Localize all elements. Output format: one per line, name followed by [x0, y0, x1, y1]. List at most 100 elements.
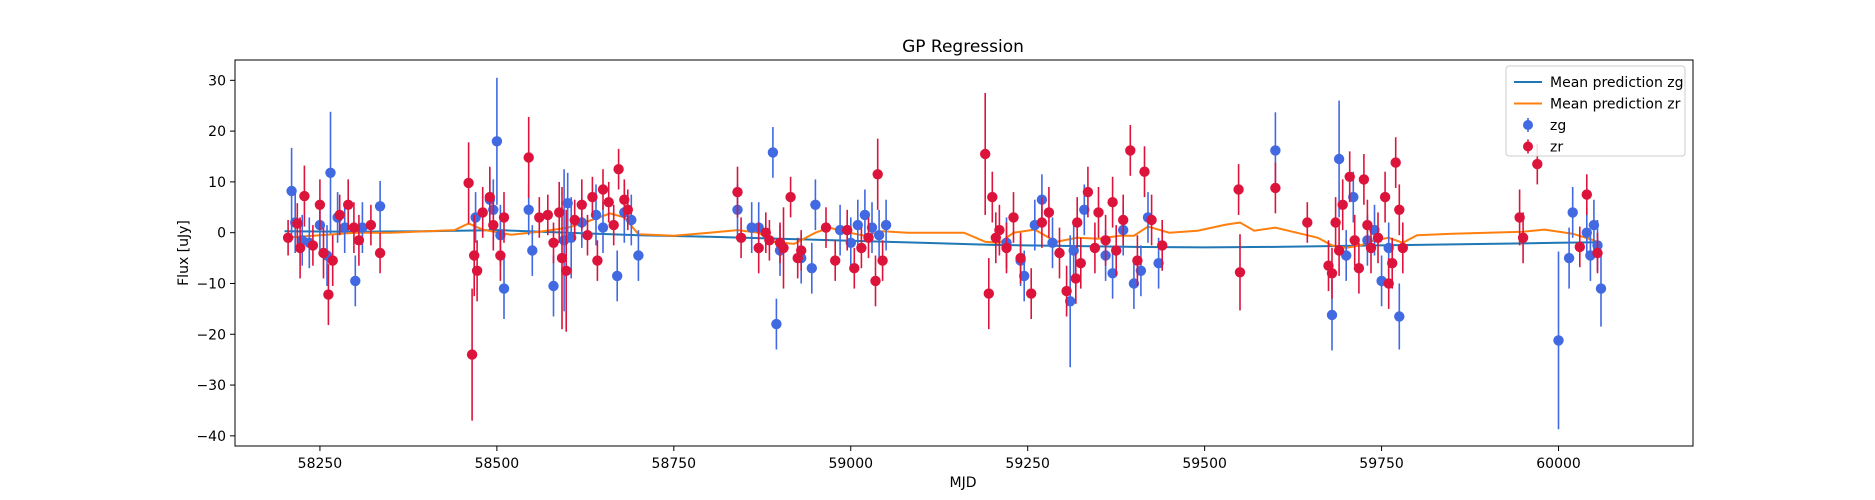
data-point-zg — [771, 298, 782, 350]
point-marker — [866, 222, 878, 233]
point-marker — [1362, 219, 1373, 231]
data-point-zg — [852, 199, 863, 251]
data-point-zr — [294, 217, 306, 279]
x-tick-label: 59750 — [1359, 456, 1404, 472]
data-point-zg — [1065, 235, 1076, 368]
point-marker — [576, 199, 587, 210]
point-marker — [562, 198, 573, 209]
data-point-zg — [845, 217, 856, 269]
data-point-zr — [842, 209, 853, 251]
legend-entry-zg: zg — [1523, 118, 1566, 134]
data-point-zr — [820, 207, 832, 248]
point-marker — [463, 177, 474, 189]
point-marker — [466, 349, 478, 360]
y-tick-label: 10 — [208, 175, 226, 191]
data-point-zg — [806, 242, 817, 294]
data-points — [282, 77, 1607, 430]
y-tick-label: 20 — [208, 124, 226, 140]
point-marker — [856, 242, 867, 254]
data-point-zr — [1157, 220, 1168, 271]
data-point-zr — [732, 166, 743, 218]
point-marker — [477, 207, 488, 218]
point-marker — [1132, 255, 1143, 266]
data-point-zr — [778, 207, 789, 289]
data-point-zg — [491, 77, 503, 205]
point-marker — [1135, 265, 1147, 276]
data-point-zr — [830, 240, 841, 281]
data-point-zr — [1365, 222, 1377, 274]
point-marker — [619, 194, 630, 205]
point-marker — [1107, 197, 1118, 208]
point-marker — [556, 252, 568, 264]
data-point-zr — [1118, 194, 1129, 246]
data-point-zg — [350, 255, 361, 307]
data-point-zr — [1270, 162, 1281, 214]
data-point-zr — [556, 187, 568, 330]
point-marker — [1018, 270, 1030, 282]
point-marker — [542, 209, 553, 221]
data-point-zr — [282, 220, 294, 256]
data-point-zg — [767, 127, 779, 178]
data-point-zr — [1132, 235, 1143, 286]
data-point-zr — [613, 148, 624, 190]
data-point-zr — [987, 171, 998, 223]
point-marker — [323, 289, 334, 300]
legend-label: zg — [1550, 118, 1566, 134]
point-marker — [590, 209, 602, 221]
data-point-zr — [307, 225, 319, 266]
y-tick-label: −20 — [196, 327, 226, 343]
data-point-zg — [1047, 217, 1058, 269]
legend-entry-mean_zr: Mean prediction zr — [1514, 97, 1681, 113]
point-marker — [608, 219, 619, 231]
point-marker — [534, 212, 545, 223]
data-point-zr — [1111, 225, 1122, 276]
point-marker — [1075, 258, 1087, 269]
point-marker — [348, 222, 360, 233]
data-point-zr — [488, 199, 499, 251]
data-point-zr — [523, 116, 534, 199]
point-marker — [1390, 157, 1401, 168]
data-point-zr — [569, 199, 580, 241]
point-marker — [365, 219, 377, 231]
point-marker — [374, 247, 386, 259]
data-point-zr — [561, 209, 572, 332]
point-marker — [597, 222, 609, 233]
point-marker — [806, 263, 817, 274]
data-point-zr — [796, 230, 807, 271]
point-marker — [778, 242, 789, 254]
point-marker — [339, 222, 350, 233]
point-marker — [495, 250, 506, 261]
point-marker — [870, 275, 881, 287]
point-marker — [872, 169, 883, 180]
data-point-zg — [1563, 227, 1575, 289]
data-point-zr — [498, 192, 510, 243]
data-point-zg — [1553, 251, 1564, 430]
point-marker — [1061, 285, 1072, 297]
point-marker — [471, 265, 483, 276]
point-marker — [1008, 212, 1019, 223]
data-point-zr — [1008, 192, 1019, 243]
data-point-zr — [1036, 197, 1048, 248]
point-marker — [334, 209, 345, 221]
data-point-zr — [1349, 214, 1360, 266]
data-point-zg — [1341, 230, 1352, 281]
point-marker — [622, 204, 633, 215]
point-marker — [1128, 278, 1140, 289]
point-marker — [1079, 204, 1090, 215]
data-point-zr — [877, 240, 888, 281]
data-point-zr — [1100, 214, 1111, 266]
point-marker — [820, 222, 832, 233]
data-point-zr — [1125, 125, 1136, 176]
point-marker — [569, 214, 580, 226]
data-point-zr — [327, 235, 338, 286]
point-marker — [849, 263, 860, 274]
point-marker — [554, 207, 565, 218]
point-marker — [1047, 237, 1058, 248]
point-marker — [597, 184, 609, 195]
point-marker — [314, 199, 326, 210]
data-point-zr — [576, 179, 587, 231]
data-point-zr — [1592, 232, 1603, 274]
data-point-zr — [334, 194, 345, 236]
point-marker — [1065, 296, 1076, 307]
point-marker — [1146, 214, 1157, 226]
